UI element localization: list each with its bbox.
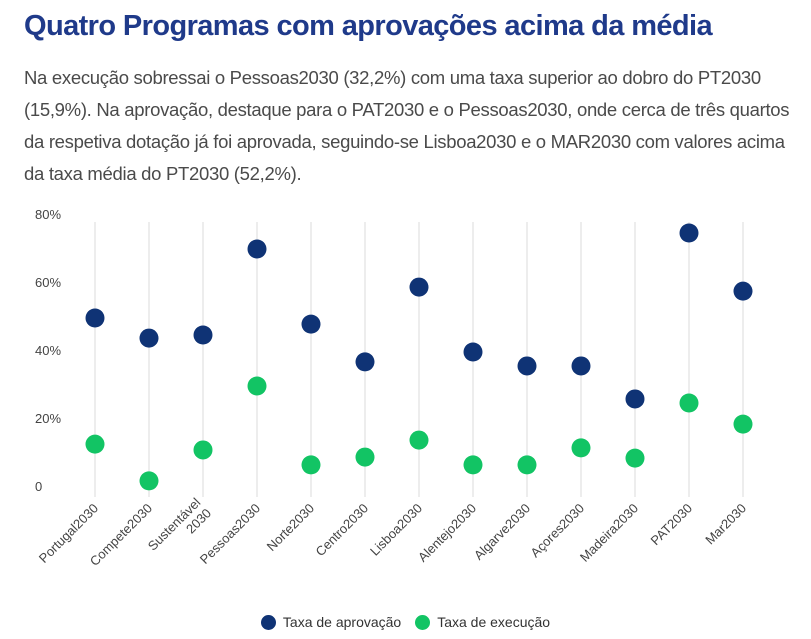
y-tick-label: 40%: [35, 343, 61, 358]
x-tick-label: Madeira2030: [577, 501, 641, 565]
approval-point[interactable]: [625, 389, 645, 409]
y-tick-label: 0: [35, 479, 42, 494]
execution-point[interactable]: [409, 430, 429, 450]
approval-point[interactable]: [139, 328, 159, 348]
y-tick-label: 20%: [35, 411, 61, 426]
approval-point[interactable]: [733, 281, 753, 301]
execution-point[interactable]: [139, 471, 159, 491]
execution-point[interactable]: [625, 448, 645, 468]
approval-point[interactable]: [409, 277, 429, 297]
data-points: [85, 223, 753, 491]
execution-point[interactable]: [571, 438, 591, 458]
chart-description: Na execução sobressai o Pessoas2030 (32,…: [24, 67, 790, 184]
approval-point[interactable]: [517, 356, 537, 376]
x-tick-label: Algarve2030: [471, 501, 533, 563]
x-axis-ticks: Portugal2030Compete2030Sustentável2030Pe…: [36, 495, 749, 569]
legend-item-execution[interactable]: Taxa de execução: [415, 614, 550, 630]
execution-point[interactable]: [733, 414, 753, 434]
legend-item-approval[interactable]: Taxa de aprovação: [260, 614, 402, 630]
approval-point[interactable]: [679, 223, 699, 243]
y-tick-label: 80%: [35, 207, 61, 222]
approval-point[interactable]: [301, 314, 321, 334]
legend-label-execution: Taxa de execução: [437, 614, 551, 630]
execution-point[interactable]: [247, 376, 267, 396]
x-tick-label: PAT2030: [648, 501, 696, 549]
execution-point[interactable]: [355, 447, 375, 467]
approval-point[interactable]: [247, 239, 267, 259]
execution-point[interactable]: [85, 434, 105, 454]
execution-point[interactable]: [517, 455, 537, 475]
legend-label-approval: Taxa de aprovação: [282, 614, 402, 630]
execution-point[interactable]: [193, 440, 213, 460]
execution-point[interactable]: [301, 455, 321, 475]
legend: Taxa de aprovação Taxa de execução: [0, 614, 811, 630]
x-tick-label: Alentejo2030: [415, 501, 479, 565]
x-tick-label: Açores2030: [527, 501, 587, 561]
approval-point[interactable]: [193, 325, 213, 345]
y-tick-label: 60%: [35, 275, 61, 290]
y-axis-ticks: 0 20% 40% 60% 80%: [35, 207, 61, 494]
execution-point[interactable]: [679, 393, 699, 413]
x-tick-label: Centro2030: [312, 501, 371, 560]
execution-point[interactable]: [463, 455, 483, 475]
approval-point[interactable]: [571, 356, 591, 376]
legend-dot-execution-icon: [415, 614, 431, 630]
chart-title: Quatro Programas com aprovações acima da…: [24, 10, 713, 42]
x-tick-label: Norte2030: [264, 501, 318, 555]
x-tick-label: Mar2030: [702, 501, 749, 548]
approval-point[interactable]: [355, 352, 375, 372]
approval-point[interactable]: [463, 342, 483, 362]
gridlines: [94, 222, 744, 497]
scatter-chart: 0 20% 40% 60% 80% Portugal2030Compete2030Sus…: [35, 207, 753, 569]
approval-point[interactable]: [85, 308, 105, 328]
x-tick-label: Lisboa2030: [367, 501, 425, 559]
legend-dot-approval-icon: [260, 614, 276, 630]
